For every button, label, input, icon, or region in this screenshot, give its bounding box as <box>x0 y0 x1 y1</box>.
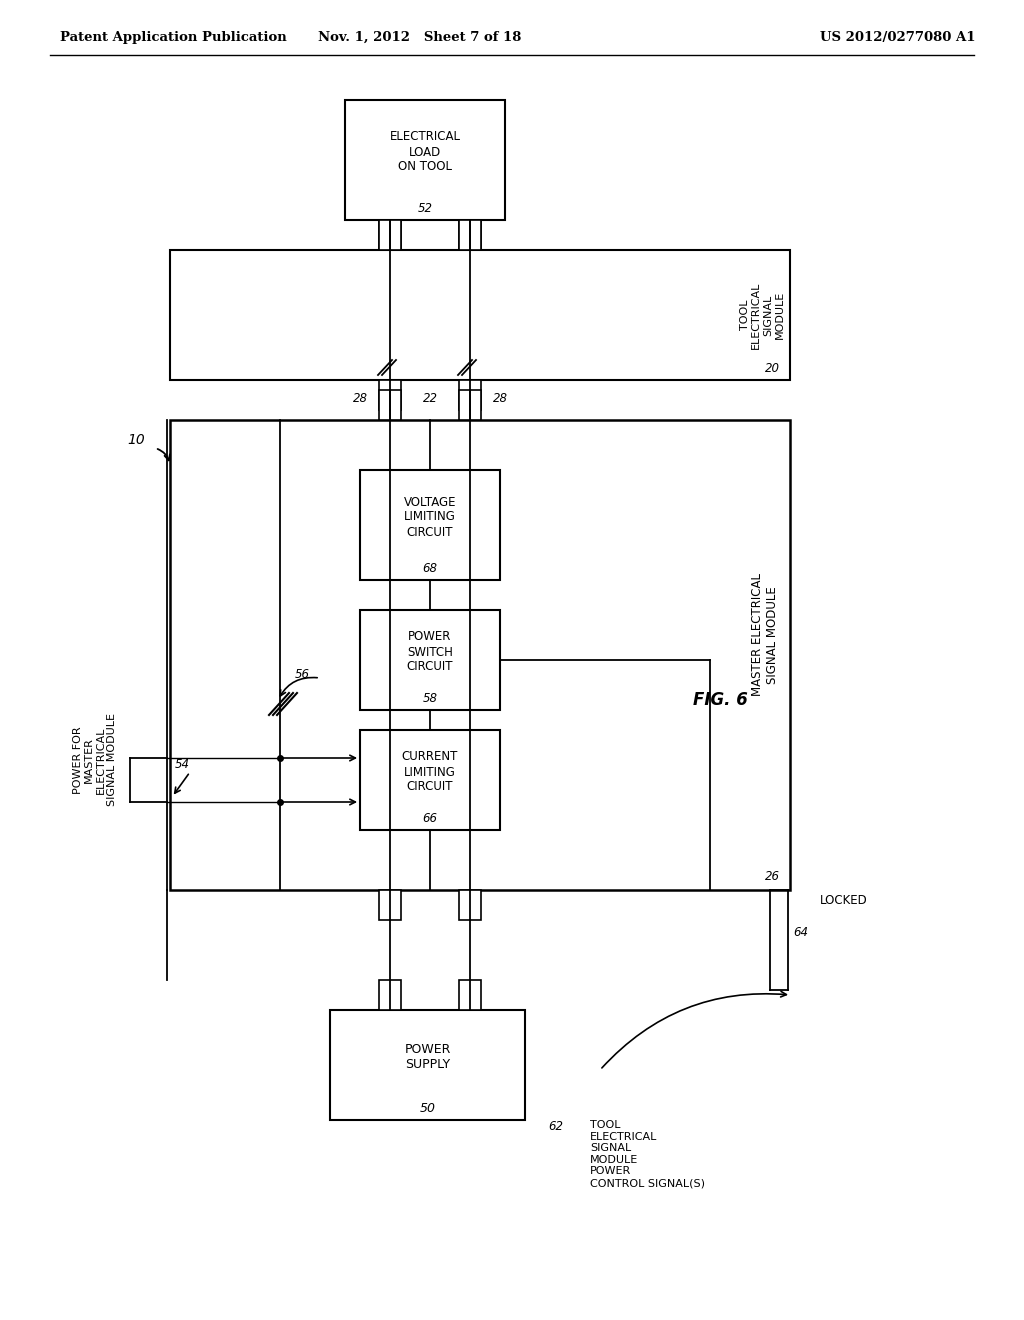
Text: 28: 28 <box>493 392 508 404</box>
Text: 20: 20 <box>765 362 780 375</box>
Text: 10: 10 <box>127 433 145 447</box>
Bar <box>379 220 401 249</box>
Text: US 2012/0277080 A1: US 2012/0277080 A1 <box>820 30 976 44</box>
Text: 50: 50 <box>420 1101 435 1114</box>
Bar <box>379 890 401 920</box>
Text: 22: 22 <box>423 392 437 404</box>
Text: 52: 52 <box>418 202 432 214</box>
Bar <box>360 730 500 830</box>
Text: TOOL
ELECTRICAL
SIGNAL
MODULE: TOOL ELECTRICAL SIGNAL MODULE <box>739 281 784 348</box>
Bar <box>360 470 500 579</box>
Text: TOOL
ELECTRICAL
SIGNAL
MODULE
POWER
CONTROL SIGNAL(S): TOOL ELECTRICAL SIGNAL MODULE POWER CONT… <box>590 1119 705 1188</box>
Text: 62: 62 <box>548 1119 563 1133</box>
Text: 64: 64 <box>793 925 808 939</box>
Text: Patent Application Publication: Patent Application Publication <box>60 30 287 44</box>
Bar <box>459 220 481 249</box>
Bar <box>379 380 401 411</box>
Bar <box>170 420 790 890</box>
Text: ELECTRICAL
LOAD
ON TOOL: ELECTRICAL LOAD ON TOOL <box>389 131 461 173</box>
Text: 54: 54 <box>175 759 190 771</box>
Bar <box>459 389 481 420</box>
Text: 66: 66 <box>423 812 437 825</box>
Text: VOLTAGE
LIMITING
CIRCUIT: VOLTAGE LIMITING CIRCUIT <box>403 495 457 539</box>
Text: FIG. 6: FIG. 6 <box>692 690 748 709</box>
Bar <box>170 249 790 380</box>
Text: POWER
SUPPLY: POWER SUPPLY <box>404 1043 451 1071</box>
Text: POWER
SWITCH
CIRCUIT: POWER SWITCH CIRCUIT <box>407 631 454 673</box>
Bar <box>360 610 500 710</box>
Bar <box>379 389 401 420</box>
Bar <box>330 1010 525 1119</box>
Text: POWER FOR
MASTER
ELECTRICAL
SIGNAL MODULE: POWER FOR MASTER ELECTRICAL SIGNAL MODUL… <box>73 714 118 807</box>
Text: 58: 58 <box>423 692 437 705</box>
Text: Nov. 1, 2012   Sheet 7 of 18: Nov. 1, 2012 Sheet 7 of 18 <box>318 30 521 44</box>
Text: 68: 68 <box>423 561 437 574</box>
Text: 26: 26 <box>765 870 780 883</box>
Bar <box>459 890 481 920</box>
Text: MASTER ELECTRICAL
SIGNAL MODULE: MASTER ELECTRICAL SIGNAL MODULE <box>751 573 779 697</box>
Text: 28: 28 <box>352 392 368 404</box>
Bar <box>379 220 401 249</box>
Text: LOCKED: LOCKED <box>820 894 867 907</box>
Bar <box>459 380 481 411</box>
Bar <box>379 979 401 1010</box>
Bar <box>459 979 481 1010</box>
Text: CURRENT
LIMITING
CIRCUIT: CURRENT LIMITING CIRCUIT <box>401 751 458 793</box>
Text: 56: 56 <box>295 668 310 681</box>
Bar <box>345 100 505 220</box>
Bar <box>459 220 481 249</box>
